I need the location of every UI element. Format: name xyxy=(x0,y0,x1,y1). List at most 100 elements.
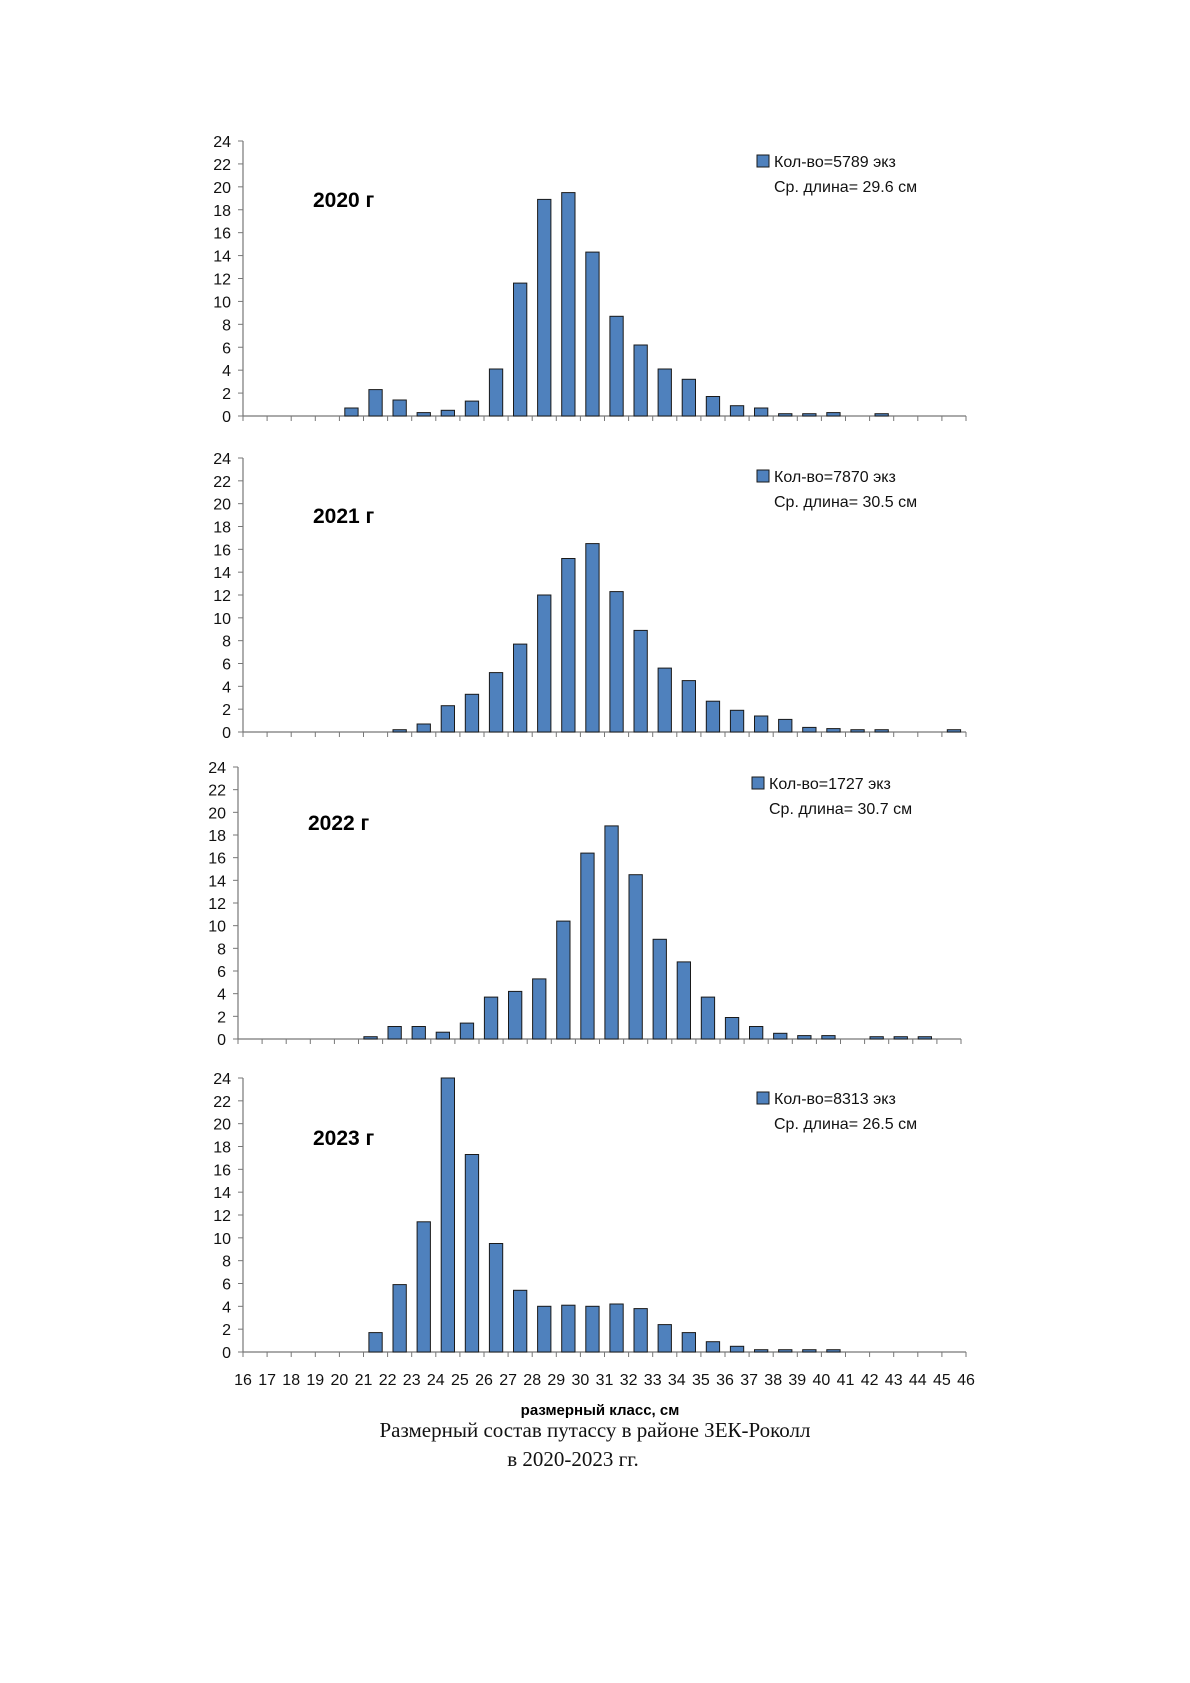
y-tick-label: 18 xyxy=(208,828,226,845)
bar-28 xyxy=(537,594,552,733)
y-tick-label: 22 xyxy=(213,157,231,174)
x-tick-label: 41 xyxy=(837,1372,855,1389)
bar-28 xyxy=(537,198,552,417)
y-tick-label: 2 xyxy=(222,1322,231,1339)
x-tick-label: 16 xyxy=(234,1372,252,1389)
bar-28 xyxy=(532,978,547,1040)
bar-41 xyxy=(850,729,865,733)
y-tick-label: 2 xyxy=(222,386,231,403)
bar-33 xyxy=(652,938,667,1040)
bar-21 xyxy=(368,1332,383,1353)
bar-33 xyxy=(657,667,672,733)
x-tick-label: 18 xyxy=(282,1372,300,1389)
bar-26 xyxy=(483,996,499,1040)
y-tick-label: 6 xyxy=(222,1277,231,1294)
bar-23 xyxy=(416,723,431,733)
legend-count-label: Кол-во=8313 экз xyxy=(774,1091,896,1108)
legend-swatch xyxy=(756,154,770,168)
x-tick-label: 19 xyxy=(306,1372,324,1389)
bar-25 xyxy=(464,1154,480,1353)
x-axis-tick-labels: 16 17 18 19 20 21 22 23 24 25 26 27 28 29 30 31 32 33 34 35… xyxy=(234,1372,975,1419)
bar-27 xyxy=(513,282,528,417)
bar-37 xyxy=(754,407,769,417)
y-tick-label: 16 xyxy=(208,851,226,868)
y-tick-label: 20 xyxy=(213,180,231,197)
bar-45 xyxy=(946,729,962,733)
bar-36 xyxy=(724,1017,740,1040)
bar-25 xyxy=(459,1022,475,1040)
bar-31 xyxy=(609,591,624,733)
panel-title: 2023 г xyxy=(313,1127,375,1150)
x-tick-label: 43 xyxy=(885,1372,903,1389)
bar-26 xyxy=(488,672,504,733)
y-tick-label: 16 xyxy=(213,226,231,243)
x-tick-label: 36 xyxy=(716,1372,734,1389)
bar-39 xyxy=(797,1035,812,1040)
bar-34 xyxy=(681,1332,697,1353)
bar-34 xyxy=(681,378,697,417)
legend-swatch xyxy=(751,776,765,790)
x-tick-label: 25 xyxy=(451,1372,469,1389)
x-tick-label: 44 xyxy=(909,1372,927,1389)
x-tick-label: 17 xyxy=(258,1372,276,1389)
y-tick-label: 4 xyxy=(222,363,231,380)
y-tick-label: 22 xyxy=(208,783,226,800)
bar-29 xyxy=(561,558,576,733)
bar-32 xyxy=(628,874,643,1040)
x-axis-title: размерный класс, см xyxy=(521,1402,680,1419)
panel-title: 2020 г xyxy=(313,189,375,212)
bar-40 xyxy=(826,412,841,417)
y-tick-label: 18 xyxy=(213,520,231,537)
bar-29 xyxy=(561,1304,576,1353)
x-tick-label: 39 xyxy=(788,1372,806,1389)
y-tick-label: 6 xyxy=(222,340,231,357)
bar-32 xyxy=(633,344,648,417)
panel-title: 2022 г xyxy=(308,812,370,835)
bar-37 xyxy=(754,1349,769,1353)
y-tick-label: 8 xyxy=(222,317,231,334)
bar-42 xyxy=(869,1036,884,1040)
bar-30 xyxy=(585,1305,600,1353)
bar-34 xyxy=(676,961,692,1040)
bar-37 xyxy=(754,715,769,733)
bar-39 xyxy=(802,1349,817,1353)
legend-mean-label: Ср. длина= 30.5 см xyxy=(774,494,917,511)
legend-count-label: Кол-во=5789 экз xyxy=(774,154,896,171)
y-tick-label: 24 xyxy=(213,451,231,468)
bar-36 xyxy=(729,405,745,417)
x-tick-label: 46 xyxy=(957,1372,975,1389)
y-tick-label: 12 xyxy=(213,1208,231,1225)
x-tick-label: 40 xyxy=(813,1372,831,1389)
bar-22 xyxy=(392,1284,407,1353)
bar-35 xyxy=(705,1341,721,1353)
x-tick-label: 22 xyxy=(379,1372,397,1389)
bar-24 xyxy=(440,1077,456,1353)
bar-23 xyxy=(416,412,431,417)
bar-29 xyxy=(561,192,576,417)
bar-38 xyxy=(778,1349,793,1353)
x-tick-label: 26 xyxy=(475,1372,493,1389)
x-tick-label: 31 xyxy=(596,1372,614,1389)
bar-39 xyxy=(802,413,817,417)
bar-40 xyxy=(821,1035,836,1040)
legend-count-label: Кол-во=7870 экз xyxy=(774,469,896,486)
y-tick-label: 8 xyxy=(222,634,231,651)
x-tick-label: 35 xyxy=(692,1372,710,1389)
bar-38 xyxy=(778,413,793,417)
x-tick-label: 33 xyxy=(644,1372,662,1389)
bar-27 xyxy=(508,990,523,1040)
y-tick-label: 2 xyxy=(217,1009,226,1026)
bar-23 xyxy=(416,1221,431,1353)
bar-35 xyxy=(700,996,716,1040)
y-tick-label: 0 xyxy=(222,409,231,426)
x-tick-label: 21 xyxy=(355,1372,373,1389)
x-tick-label: 20 xyxy=(331,1372,349,1389)
y-tick-label: 4 xyxy=(222,1299,231,1316)
y-tick-label: 10 xyxy=(213,1231,231,1248)
x-tick-label: 34 xyxy=(668,1372,686,1389)
y-tick-label: 6 xyxy=(222,657,231,674)
x-tick-label: 45 xyxy=(933,1372,951,1389)
